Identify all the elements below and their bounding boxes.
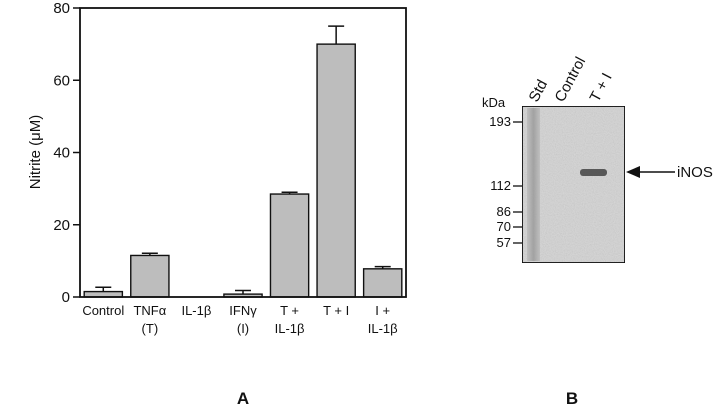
y-tick-label: 0 [62, 289, 70, 306]
category-label: Control [82, 303, 124, 318]
category-label: IL-1β [275, 321, 305, 336]
bar [362, 268, 403, 298]
marker-label: 57 [497, 235, 511, 250]
category-label: (I) [237, 321, 249, 336]
y-axis-label: Nitrite (μM) [27, 115, 44, 189]
panel-label-a: A [237, 389, 249, 408]
bar [316, 43, 356, 298]
panel-label-b: B [566, 389, 578, 408]
category-labels: Control TNFα (T) IL-1β IFNγ (I) T + IL-1β T + I I… [82, 303, 397, 336]
category-label: IFNγ [229, 303, 257, 318]
bars [83, 43, 403, 298]
y-tick-label: 60 [53, 72, 70, 89]
marker-label: 70 [497, 219, 511, 234]
y-tick-label: 20 [53, 217, 70, 234]
marker-label: 112 [490, 178, 511, 193]
category-label: (T) [142, 321, 159, 336]
inos-band [580, 169, 607, 176]
y-tick-label: 80 [53, 0, 70, 17]
category-label: T + I [323, 303, 349, 318]
error-bars [95, 25, 391, 295]
inos-arrowhead [626, 166, 640, 178]
plot-frame [79, 7, 407, 298]
category-label: IL-1β [368, 321, 398, 336]
category-label: TNFα [133, 303, 166, 318]
y-tick-label: 40 [53, 145, 70, 162]
lane-label: Control [552, 54, 590, 105]
inos-label: iNOS [677, 164, 713, 181]
lane-label: Std [526, 77, 552, 105]
bar [130, 254, 170, 298]
category-label: T + [280, 303, 299, 318]
std-lane [527, 108, 540, 261]
bar [269, 193, 310, 298]
lane-label: T + I [587, 70, 616, 105]
marker-label: 193 [489, 114, 511, 129]
marker-label: 86 [497, 204, 511, 219]
category-label: I + [375, 303, 390, 318]
y-axis-ticks: 0 20 40 60 80 [53, 0, 80, 306]
kda-label: kDa [482, 95, 506, 110]
bar-chart-panel-a: 0 20 40 60 80 Control TNFα (T) IL-1β IFNγ (I) T + I… [27, 0, 407, 408]
category-label: IL-1β [181, 303, 211, 318]
